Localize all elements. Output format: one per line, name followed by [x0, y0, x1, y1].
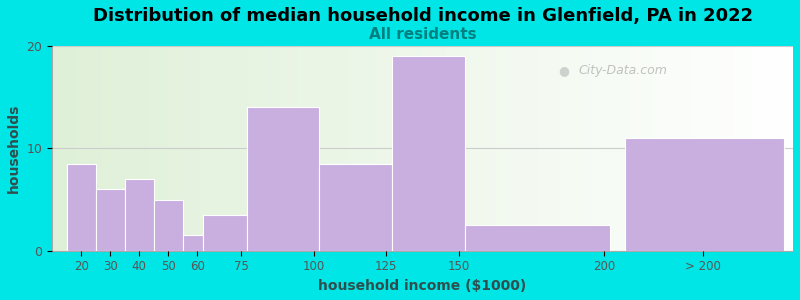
Text: All residents: All residents	[369, 27, 476, 42]
Bar	[465, 225, 610, 251]
X-axis label: household income ($1000): household income ($1000)	[318, 279, 526, 293]
Bar	[203, 215, 246, 251]
Bar	[319, 164, 392, 251]
Bar	[96, 189, 125, 251]
Bar	[246, 107, 319, 251]
Text: City-Data.com: City-Data.com	[578, 64, 667, 77]
Text: ●: ●	[558, 64, 569, 77]
Bar	[66, 164, 96, 251]
Y-axis label: households: households	[7, 104, 21, 193]
Bar	[125, 179, 154, 251]
Bar	[392, 56, 465, 251]
Bar	[154, 200, 183, 251]
Bar	[625, 138, 784, 251]
Title: Distribution of median household income in Glenfield, PA in 2022: Distribution of median household income …	[93, 7, 753, 25]
Bar	[183, 236, 203, 251]
